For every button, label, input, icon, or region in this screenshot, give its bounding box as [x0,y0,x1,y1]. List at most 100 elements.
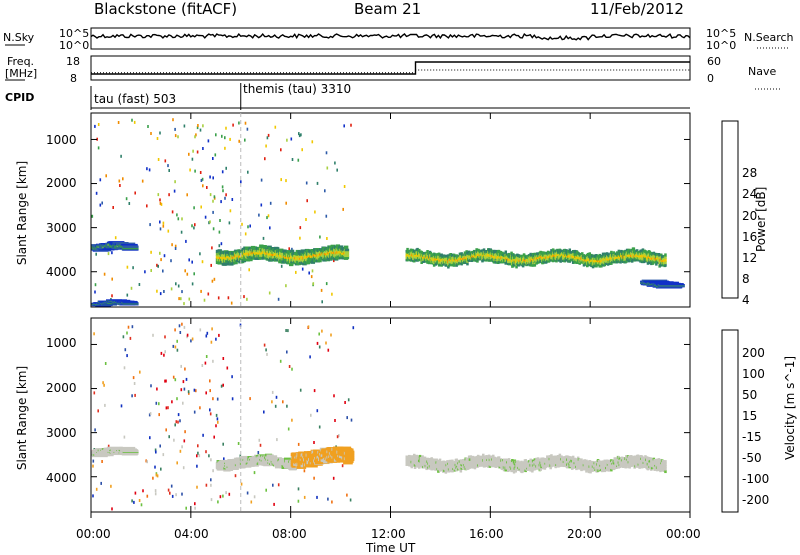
noise-point [321,330,323,333]
noise-point [321,300,323,303]
noise-point [171,287,173,290]
noise-point [126,332,128,335]
noise-point [199,406,201,409]
noise-point [281,265,283,268]
noise-point [223,357,225,360]
noise-point [202,147,204,150]
noise-point [275,405,277,408]
noise-point [172,495,174,498]
noise-point [261,204,263,207]
noise-point [95,283,97,286]
noise-point [205,450,207,453]
noise-point [210,484,212,487]
noise-point [112,206,114,209]
noise-point [182,402,184,405]
noise-point [192,282,194,285]
noise-point [212,397,214,400]
noise-point [310,414,312,417]
noise-point [110,485,112,488]
noise-point [319,346,321,349]
heatmap-velocity [91,323,667,511]
noise-point [183,302,185,305]
noise-point [333,477,335,480]
noise-point [211,327,213,330]
noise-point [217,398,219,401]
noise-point [258,451,260,454]
noise-point [141,503,143,506]
noise-point [146,204,148,207]
noise-point [149,223,151,226]
noise-point [208,293,210,296]
noise-point [328,349,330,352]
noise-point [164,380,166,383]
noise-point [202,184,204,187]
noise-point [343,124,345,127]
noise-point [194,411,196,414]
noise-point [192,158,194,161]
noise-point [326,282,328,285]
noise-point [139,371,141,374]
noise-point [194,502,196,505]
noise-point [164,350,166,353]
noise-point [200,206,202,209]
noise-point [222,384,224,387]
noise-point [231,375,233,378]
noise-point [317,342,319,345]
noise-point [299,237,301,240]
noise-point [187,334,189,337]
noise-point [337,435,339,438]
noise-point [139,283,141,286]
noise-point [200,129,202,132]
noise-point [210,478,212,481]
noise-point [165,428,167,431]
noise-point [327,498,329,501]
noise-point [175,493,177,496]
noise-point [238,122,240,125]
noise-point [230,209,232,212]
noise-point [92,465,94,468]
noise-point [180,297,182,300]
noise-point [228,296,230,299]
noise-point [188,258,190,261]
noise-point [184,368,186,371]
noise-point [164,254,166,257]
noise-point [209,379,211,382]
noise-point [162,270,164,273]
noise-point [152,477,154,480]
noise-point [271,400,273,403]
noise-point [121,404,123,407]
noise-point [115,236,117,239]
noise-point [177,135,179,138]
noise-point [291,419,293,422]
noise-point [157,137,159,140]
noise-point [334,419,336,422]
noise-point [168,435,170,438]
noise-point [104,273,106,276]
data-cell [345,451,355,454]
noise-point [134,394,136,397]
noise-point [131,287,133,290]
noise-point [172,210,174,213]
noise-point [336,169,338,172]
noise-point [191,261,193,264]
noise-point [286,139,288,142]
noise-point [159,198,161,201]
noise-point [200,171,202,174]
noise-point [173,376,175,379]
noise-point [178,217,180,220]
noise-point [179,324,181,327]
noise-point [168,169,170,172]
noise-point [122,177,124,180]
noise-point [212,157,214,160]
noise-point [300,389,302,392]
noise-point [165,159,167,162]
noise-point [312,269,314,272]
noise-point [225,127,227,130]
noise-point [232,124,234,127]
noise-point [184,388,186,391]
noise-point [348,398,350,401]
noise-point [247,171,249,174]
noise-point [276,438,278,441]
noise-point [319,236,321,239]
noise-point [266,353,268,356]
